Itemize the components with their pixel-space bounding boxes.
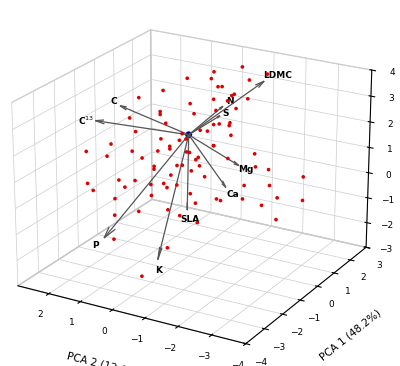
Y-axis label: PCA 1 (48.2%): PCA 1 (48.2%) xyxy=(318,308,382,362)
X-axis label: PCA 2 (12.6%): PCA 2 (12.6%) xyxy=(66,351,141,366)
